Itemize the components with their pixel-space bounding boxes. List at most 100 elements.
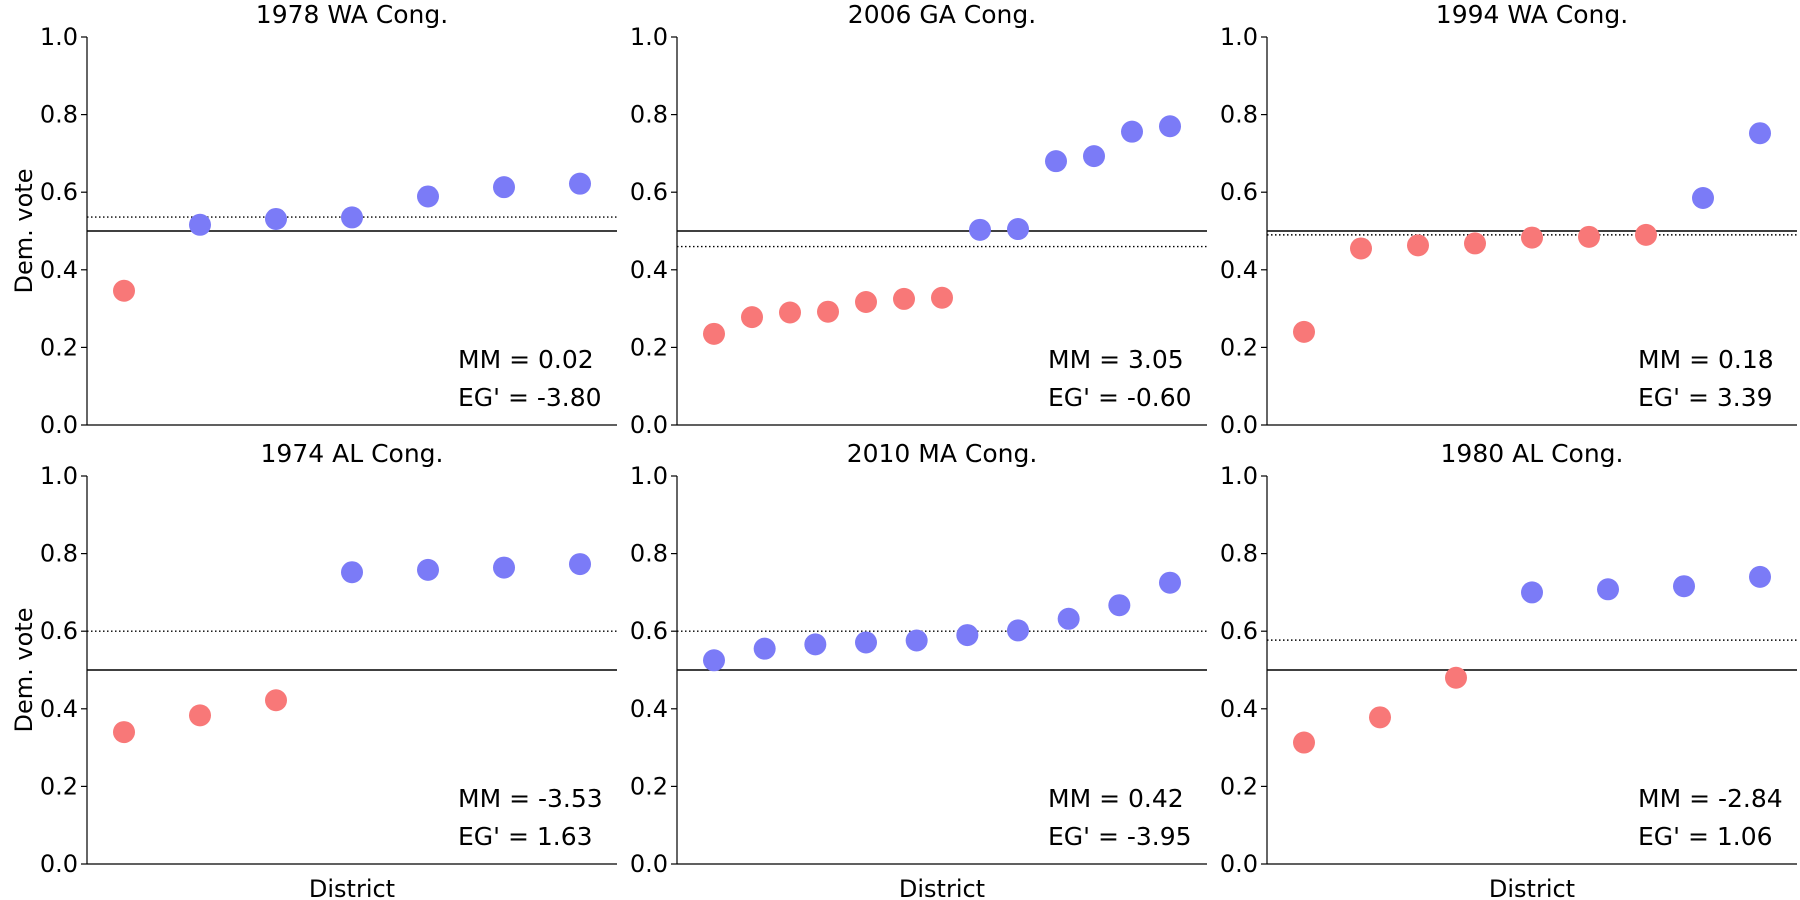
district-point-dem (1749, 565, 1771, 588)
y-axis-label: Dem. vote (10, 608, 38, 733)
panel-5: 2010 MA Cong. 0.0 0.2 0.4 0.6 0.8 1.0 District M… (630, 439, 1207, 900)
district-point-rep (703, 322, 725, 345)
eg-annotation: EG' = -3.95 (1048, 822, 1192, 851)
y-tick-label: 0.0 (630, 411, 668, 439)
y-tick-label: 0.6 (40, 617, 78, 645)
district-point-dem (417, 185, 439, 208)
panel-4: 1974 AL Cong. 0.0 0.2 0.4 0.6 0.8 1.0 Dem. vote… (10, 439, 617, 900)
district-point-rep (1464, 232, 1486, 255)
district-point-dem (1057, 607, 1080, 630)
district-point-rep (189, 704, 211, 727)
district-point-rep (113, 279, 135, 302)
district-point-dem (1108, 594, 1131, 617)
district-point-dem (569, 553, 591, 576)
y-tick-label: 1.0 (40, 23, 78, 51)
mm-annotation: MM = 0.02 (458, 345, 594, 374)
district-point-dem (1749, 122, 1771, 145)
district-point-rep (1350, 237, 1372, 260)
y-tick-label: 0.2 (1220, 772, 1258, 800)
district-point-rep (893, 287, 915, 310)
y-tick-label: 0.2 (40, 772, 78, 800)
y-tick-label: 1.0 (40, 462, 78, 490)
y-tick-label: 1.0 (630, 23, 668, 51)
district-point-dem (804, 633, 827, 656)
district-point-dem (341, 561, 363, 584)
y-tick-label: 0.0 (40, 850, 78, 878)
district-point-rep (1521, 226, 1543, 249)
district-point-dem (189, 213, 211, 236)
district-point-dem (1521, 581, 1543, 604)
y-tick-label: 0.0 (1220, 850, 1258, 878)
y-tick-label: 0.0 (630, 850, 668, 878)
y-tick-label: 0.6 (40, 178, 78, 206)
eg-annotation: EG' = 3.39 (1638, 383, 1773, 412)
y-tick-label: 0.2 (630, 333, 668, 361)
y-tick-label: 0.4 (1220, 695, 1258, 723)
district-point-dem (493, 176, 515, 199)
district-point-rep (265, 689, 287, 712)
eg-annotation: EG' = 1.63 (458, 822, 593, 851)
eg-annotation: EG' = -0.60 (1048, 383, 1192, 412)
y-tick-label: 0.6 (630, 178, 668, 206)
district-point-rep (855, 291, 877, 314)
mm-annotation: MM = 0.42 (1048, 784, 1184, 813)
district-point-dem (1045, 150, 1067, 173)
eg-annotation: EG' = 1.06 (1638, 822, 1773, 851)
panel-6: 1980 AL Cong. 0.0 0.2 0.4 0.6 0.8 1.0 District M… (1220, 439, 1797, 900)
y-tick-label: 0.8 (1220, 540, 1258, 568)
x-axis-label: District (309, 875, 395, 900)
y-tick-label: 0.0 (40, 411, 78, 439)
district-point-dem (1007, 218, 1029, 241)
y-tick-label: 0.4 (40, 695, 78, 723)
panel-title: 1980 AL Cong. (1441, 439, 1624, 468)
y-tick-label: 0.8 (1220, 101, 1258, 129)
panel-title: 2006 GA Cong. (848, 0, 1036, 29)
mm-annotation: MM = 0.18 (1638, 345, 1774, 374)
district-point-rep (1635, 223, 1657, 246)
y-tick-label: 1.0 (630, 462, 668, 490)
district-point-dem (1159, 115, 1181, 138)
district-point-dem (1007, 619, 1029, 642)
district-point-rep (741, 306, 763, 329)
district-point-rep (931, 286, 953, 309)
y-tick-label: 1.0 (1220, 462, 1258, 490)
x-axis-label: District (899, 875, 985, 900)
y-tick-label: 0.6 (1220, 178, 1258, 206)
district-point-dem (1692, 187, 1714, 210)
district-point-rep (1578, 225, 1600, 248)
district-point-rep (779, 301, 801, 324)
panel-1: 1978 WA Cong. 0.0 0.2 0.4 0.6 0.8 1.0 Dem. vote… (10, 0, 617, 439)
y-axis-label: Dem. vote (10, 169, 38, 294)
district-point-dem (1673, 575, 1695, 598)
y-tick-label: 1.0 (1220, 23, 1258, 51)
y-tick-label: 0.2 (1220, 333, 1258, 361)
district-point-dem (956, 624, 979, 647)
y-tick-label: 0.6 (630, 617, 668, 645)
district-point-dem (341, 206, 363, 229)
district-point-dem (1083, 145, 1105, 168)
panel-title: 1994 WA Cong. (1436, 0, 1628, 29)
y-tick-label: 0.8 (40, 101, 78, 129)
y-tick-label: 0.8 (630, 101, 668, 129)
district-point-rep (817, 300, 839, 323)
y-tick-label: 0.4 (40, 256, 78, 284)
y-tick-label: 0.6 (1220, 617, 1258, 645)
panel-title: 1974 AL Cong. (261, 439, 444, 468)
district-point-dem (569, 172, 591, 195)
mm-annotation: MM = -3.53 (458, 784, 603, 813)
panel-3: 1994 WA Cong. 0.0 0.2 0.4 0.6 0.8 1.0 MM = 0.18… (1220, 0, 1797, 439)
panel-2: 2006 GA Cong. 0.0 0.2 0.4 0.6 0.8 1.0 MM = 3.05… (630, 0, 1207, 439)
district-point-rep (113, 721, 135, 744)
y-tick-label: 0.4 (630, 695, 668, 723)
panel-title: 2010 MA Cong. (847, 439, 1038, 468)
x-axis-label: District (1489, 875, 1575, 900)
district-point-dem (703, 649, 725, 672)
district-point-dem (265, 207, 287, 230)
y-tick-label: 0.0 (1220, 411, 1258, 439)
district-point-dem (905, 629, 928, 652)
y-tick-label: 0.4 (1220, 256, 1258, 284)
district-point-dem (1121, 120, 1143, 143)
y-tick-label: 0.4 (630, 256, 668, 284)
district-point-dem (493, 556, 515, 579)
